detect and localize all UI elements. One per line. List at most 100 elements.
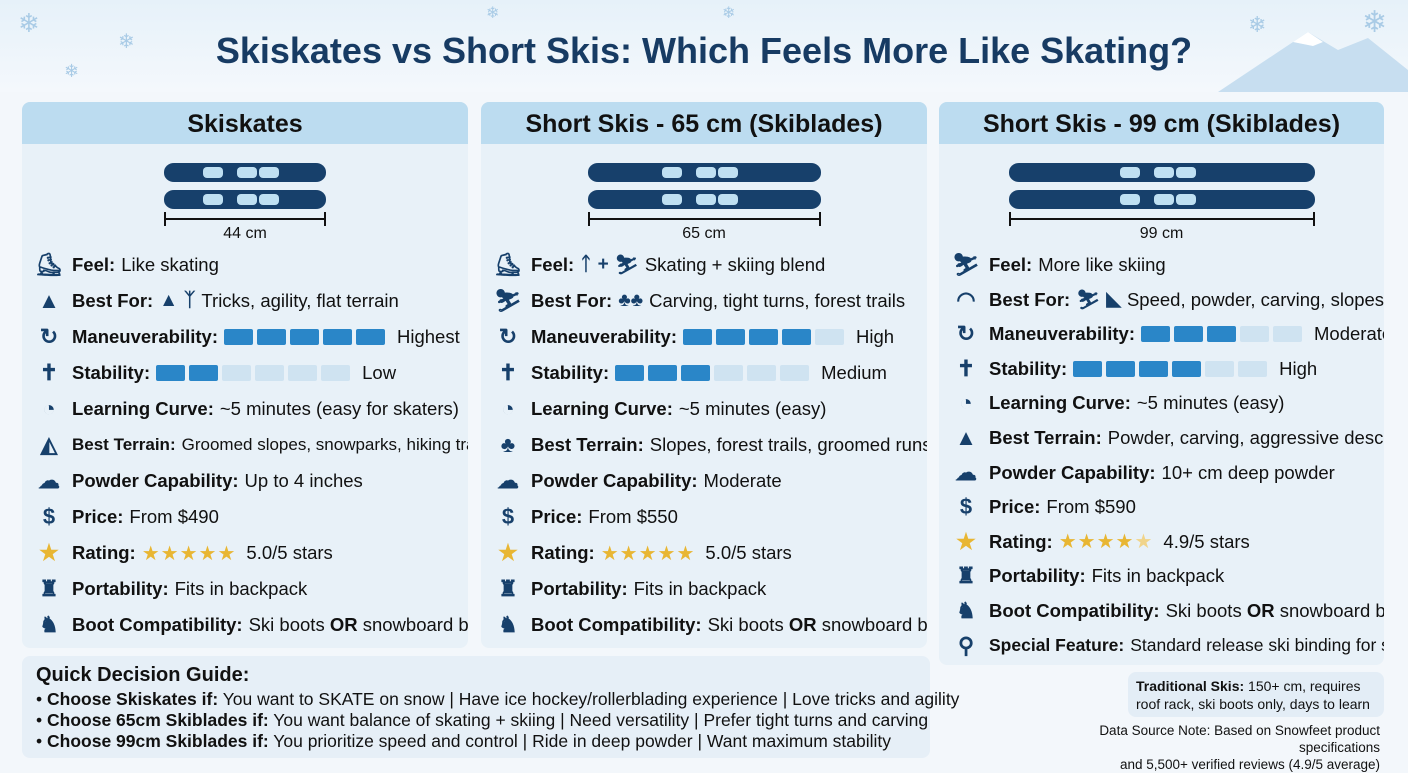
level-segment bbox=[321, 365, 351, 381]
star-icon: ★ bbox=[676, 542, 696, 565]
panel-short-skis-65: Short Skis - 65 cm (Skiblades) 65 cm ⛸ Feel… bbox=[481, 102, 927, 648]
spec-value: From $490 bbox=[129, 506, 219, 527]
spec-row: ✝ Stability: High bbox=[951, 354, 1317, 384]
person-icon: ✝ bbox=[39, 360, 59, 385]
spec-row: ↻ Maneuverability: High bbox=[493, 322, 894, 352]
data-source-note: Data Source Note: Based on Snowfeet prod… bbox=[1020, 722, 1380, 773]
level-segment bbox=[356, 329, 385, 345]
star-icon: ★ bbox=[619, 542, 639, 565]
spec-value: High bbox=[856, 326, 895, 347]
spec-label: Portability: bbox=[989, 565, 1086, 587]
ski-length-label: 65 cm bbox=[682, 225, 726, 242]
level-segment bbox=[288, 365, 318, 381]
spec-label: Feel: bbox=[989, 254, 1033, 275]
ski-icon bbox=[164, 190, 326, 209]
clock-icon: ◔ bbox=[501, 396, 515, 421]
spec-row: ☁ Powder Capability: Moderate bbox=[493, 466, 782, 496]
level-segment bbox=[714, 365, 744, 381]
traditional-text: 150+ cm, requires roof rack, ski boots o… bbox=[1136, 678, 1370, 712]
spec-value: snowboard boots bbox=[362, 614, 468, 635]
spec-value: ~5 minutes (easy) bbox=[678, 398, 827, 419]
traditional-skis-note: Traditional Skis: 150+ cm, requires roof… bbox=[1128, 672, 1384, 717]
note-line: Data Source Note: Based on Snowfeet prod… bbox=[1099, 723, 1380, 755]
level-segment bbox=[782, 329, 811, 345]
spec-row: $ Price: From $490 bbox=[34, 502, 219, 532]
spec-row: ✝ Stability: Low bbox=[34, 358, 396, 388]
spec-row: ♜ Portability: Fits in backpack bbox=[951, 561, 1224, 591]
length-dimension-line bbox=[1008, 212, 1315, 226]
panel-title: Skiskates bbox=[22, 102, 468, 144]
panel-title: Short Skis - 99 cm (Skiblades) bbox=[939, 102, 1384, 144]
rotate-icon: ↻ bbox=[498, 324, 518, 349]
ski-length-label: 44 cm bbox=[223, 225, 267, 242]
star-icon: ★ bbox=[217, 542, 237, 565]
boots-icon: ♞ bbox=[39, 612, 59, 637]
spec-label: Feel: bbox=[531, 254, 575, 275]
spec-value: Ski boots bbox=[248, 614, 330, 635]
spec-row: ☁ Powder Capability: 10+ cm deep powder bbox=[951, 458, 1335, 488]
guide-item-text: You want to SKATE on snow | Have ice hoc… bbox=[218, 689, 960, 709]
spec-label: Best Terrain: bbox=[531, 434, 644, 455]
ski-icon bbox=[1008, 190, 1315, 209]
spec-row: ★ Rating: ★★★★★ 4.9/5 stars bbox=[951, 527, 1250, 557]
spec-row: ↻ Maneuverability: Highest bbox=[34, 322, 460, 352]
level-segment bbox=[648, 365, 678, 381]
star-icon: ★ bbox=[141, 542, 161, 565]
spec-value-emphasis: OR bbox=[788, 614, 817, 635]
spec-value: From $590 bbox=[1046, 496, 1136, 518]
spec-value: Moderate bbox=[703, 470, 782, 491]
person-icon: ✝ bbox=[956, 355, 976, 381]
spec-label: Powder Capability: bbox=[531, 470, 698, 491]
guide-item-text: You want balance of skating + skiing | N… bbox=[268, 710, 929, 730]
snowflake-icon: ❄ bbox=[1248, 12, 1267, 37]
spec-label: Maneuverability: bbox=[531, 326, 677, 347]
ski-icon bbox=[164, 163, 326, 182]
traditional-label: Traditional Skis: bbox=[1136, 678, 1245, 694]
star-icon: ★ bbox=[657, 542, 677, 565]
rotate-icon: ↻ bbox=[956, 321, 976, 347]
mountain-icon: ▲ bbox=[955, 425, 977, 450]
panel-title: Short Skis - 65 cm (Skiblades) bbox=[481, 102, 927, 144]
dollar-icon: $ bbox=[959, 494, 973, 520]
ice-skate-icon: ⛸ bbox=[35, 252, 63, 277]
level-segment bbox=[615, 365, 645, 381]
star-icon: ★ bbox=[198, 542, 218, 565]
spec-label: Boot Compatibility: bbox=[989, 600, 1160, 621]
boots-icon: ♞ bbox=[956, 598, 976, 623]
plus-sign: + bbox=[597, 254, 609, 275]
backpack-icon: ♜ bbox=[498, 576, 518, 601]
dollar-icon: $ bbox=[42, 504, 56, 529]
level-segment bbox=[255, 365, 285, 381]
spec-value: ~5 minutes (easy for skaters) bbox=[219, 398, 459, 419]
level-segment bbox=[290, 329, 319, 345]
boots-icon: ♞ bbox=[498, 612, 518, 637]
star-icon: ★ bbox=[1058, 531, 1078, 554]
spec-row: ⚲ Special Feature: Standard release ski bi… bbox=[951, 631, 1384, 661]
spec-row: ♞ Boot Compatibility: Ski boots OR snowboa… bbox=[493, 610, 927, 640]
level-bar bbox=[1073, 360, 1268, 377]
spec-value: Ski boots bbox=[1165, 600, 1247, 621]
spec-label: Rating: bbox=[531, 542, 595, 563]
spec-label: Learning Curve: bbox=[72, 398, 214, 419]
level-segment bbox=[323, 329, 352, 345]
skier-icon: ⛷ bbox=[952, 252, 980, 277]
quick-decision-guide: Quick Decision Guide: • Choose Skiskates… bbox=[22, 656, 959, 758]
spec-row: ▲ Best Terrain: Powder, carving, aggressiv… bbox=[951, 423, 1384, 453]
mountain-illustration bbox=[1218, 32, 1408, 92]
trail-icon: ◭ bbox=[40, 432, 58, 457]
level-segment bbox=[815, 329, 844, 345]
spec-row: $ Price: From $590 bbox=[951, 492, 1136, 522]
snowflake-icon: ❄ bbox=[722, 5, 736, 22]
spec-row: ☁ Powder Capability: Up to 4 inches bbox=[34, 466, 363, 496]
guide-item-label: Choose Skiskates if: bbox=[47, 689, 219, 709]
spec-label: Stability: bbox=[72, 362, 151, 383]
spec-value: Standard release ski binding for safety bbox=[1130, 635, 1384, 656]
ice-skate-icon: ⛸ bbox=[494, 252, 522, 277]
rotate-icon: ↻ bbox=[39, 324, 59, 349]
spec-label: Boot Compatibility: bbox=[531, 614, 702, 635]
star-icon: ★ bbox=[1134, 531, 1154, 554]
star-icon: ★ bbox=[498, 540, 518, 565]
rating-stars: ★★★★★ bbox=[1059, 529, 1154, 554]
ski-icon bbox=[587, 190, 821, 209]
skier-icon: ⛷ bbox=[614, 255, 639, 276]
